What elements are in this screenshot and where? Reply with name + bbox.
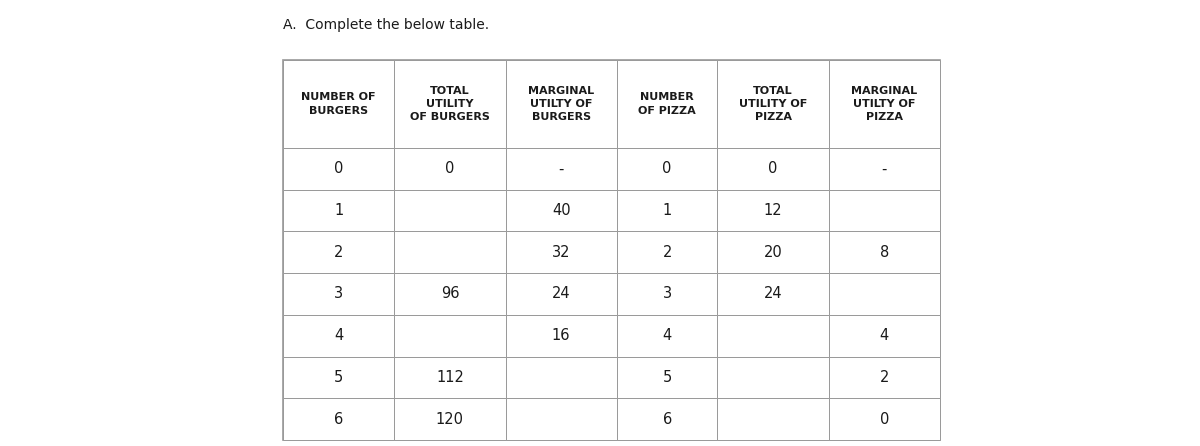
Text: 6: 6 <box>334 412 343 427</box>
Bar <box>283 148 395 190</box>
Bar <box>617 273 718 315</box>
Bar <box>718 356 829 398</box>
Bar <box>617 231 718 273</box>
Bar <box>718 273 829 315</box>
Bar <box>718 60 829 148</box>
Text: 2: 2 <box>334 245 343 260</box>
Text: 1: 1 <box>334 203 343 218</box>
Bar <box>283 273 395 315</box>
Bar <box>718 315 829 356</box>
Bar <box>505 315 617 356</box>
Bar <box>617 190 718 231</box>
Text: 40: 40 <box>552 203 570 218</box>
Bar <box>829 315 940 356</box>
Bar <box>283 398 395 440</box>
Bar <box>505 190 617 231</box>
Text: 0: 0 <box>445 161 455 176</box>
Text: 1: 1 <box>662 203 672 218</box>
Bar <box>505 231 617 273</box>
Text: 4: 4 <box>662 328 672 343</box>
Bar <box>283 231 395 273</box>
Text: TOTAL
UTILITY OF
PIZZA: TOTAL UTILITY OF PIZZA <box>739 86 808 122</box>
Bar <box>395 148 505 190</box>
Bar <box>505 148 617 190</box>
Text: 32: 32 <box>552 245 570 260</box>
Text: TOTAL
UTILITY
OF BURGERS: TOTAL UTILITY OF BURGERS <box>410 86 490 122</box>
Bar <box>283 315 395 356</box>
Text: 3: 3 <box>662 286 672 301</box>
Text: 16: 16 <box>552 328 570 343</box>
Bar <box>718 190 829 231</box>
Text: 0: 0 <box>880 412 889 427</box>
Bar <box>395 231 505 273</box>
Text: 0: 0 <box>768 161 778 176</box>
Text: 20: 20 <box>763 245 782 260</box>
Bar <box>829 356 940 398</box>
Bar <box>617 60 718 148</box>
Bar <box>829 190 940 231</box>
Bar <box>283 190 395 231</box>
Bar <box>505 356 617 398</box>
Bar <box>617 148 718 190</box>
Bar <box>829 398 940 440</box>
Bar <box>505 273 617 315</box>
Text: 112: 112 <box>436 370 464 385</box>
Text: 5: 5 <box>334 370 343 385</box>
Bar <box>505 398 617 440</box>
Text: NUMBER
OF PIZZA: NUMBER OF PIZZA <box>638 92 696 116</box>
Bar <box>829 273 940 315</box>
Text: 5: 5 <box>662 370 672 385</box>
Bar <box>395 273 505 315</box>
Text: 96: 96 <box>440 286 460 301</box>
Text: -: - <box>882 161 887 176</box>
Bar <box>718 398 829 440</box>
Bar <box>395 398 505 440</box>
Text: 2: 2 <box>662 245 672 260</box>
Text: NUMBER OF
BURGERS: NUMBER OF BURGERS <box>301 92 376 116</box>
Text: 0: 0 <box>662 161 672 176</box>
Bar <box>829 231 940 273</box>
Text: A.  Complete the below table.: A. Complete the below table. <box>283 18 490 32</box>
Bar <box>718 148 829 190</box>
Text: -: - <box>558 161 564 176</box>
Bar <box>283 356 395 398</box>
Bar <box>395 190 505 231</box>
Text: MARGINAL
UTILTY OF
PIZZA: MARGINAL UTILTY OF PIZZA <box>851 86 918 122</box>
Bar <box>617 315 718 356</box>
Bar <box>829 148 940 190</box>
Bar <box>718 231 829 273</box>
Text: 0: 0 <box>334 161 343 176</box>
Text: 2: 2 <box>880 370 889 385</box>
Text: 3: 3 <box>334 286 343 301</box>
Bar <box>283 60 940 440</box>
Bar <box>283 60 395 148</box>
Text: MARGINAL
UTILTY OF
BURGERS: MARGINAL UTILTY OF BURGERS <box>528 86 594 122</box>
Text: 24: 24 <box>763 286 782 301</box>
Text: 8: 8 <box>880 245 889 260</box>
Text: 6: 6 <box>662 412 672 427</box>
Text: 4: 4 <box>334 328 343 343</box>
Bar <box>617 356 718 398</box>
Text: 12: 12 <box>763 203 782 218</box>
Bar <box>505 60 617 148</box>
Bar <box>395 315 505 356</box>
Bar <box>829 60 940 148</box>
Bar <box>617 398 718 440</box>
Text: 24: 24 <box>552 286 570 301</box>
Text: 4: 4 <box>880 328 889 343</box>
Bar <box>395 60 505 148</box>
Text: 120: 120 <box>436 412 464 427</box>
Bar <box>395 356 505 398</box>
